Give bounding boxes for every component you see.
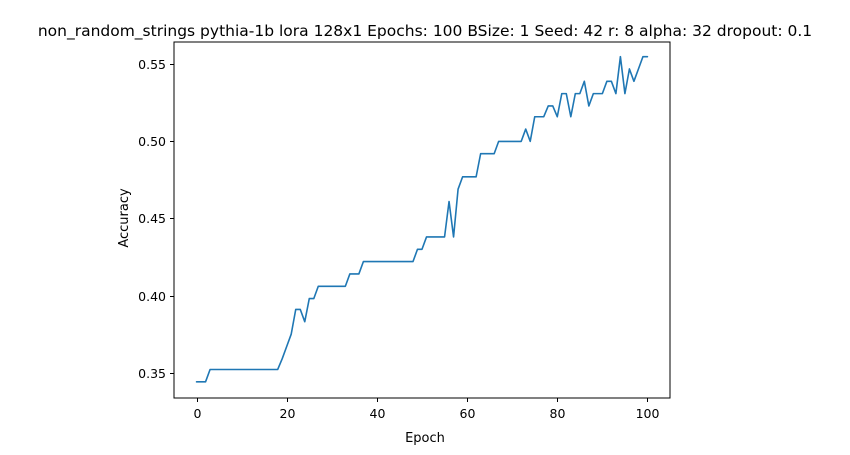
x-tick-label: 20 [280,406,296,421]
y-axis: 0.35 0.40 0.45 0.50 0.55 [138,57,174,381]
chart-title: non_random_strings pythia-1b lora 128x1 … [38,22,812,41]
y-tick-label: 0.55 [138,57,166,72]
y-tick-label: 0.35 [138,366,166,381]
x-tick-label: 60 [460,406,476,421]
x-axis: 0 20 40 60 80 100 [194,398,660,421]
x-tick-label: 0 [194,406,202,421]
y-tick-label: 0.45 [138,211,166,226]
plot-area [173,41,671,399]
y-tick-label: 0.40 [138,289,166,304]
x-tick-label: 100 [636,406,660,421]
x-axis-label: Epoch [405,431,445,446]
x-tick-label: 40 [370,406,386,421]
y-axis-label: Accuracy [117,188,132,248]
x-tick-label: 80 [550,406,566,421]
series-line [195,55,649,383]
plot-frame [173,41,671,399]
y-tick-label: 0.50 [138,134,166,149]
